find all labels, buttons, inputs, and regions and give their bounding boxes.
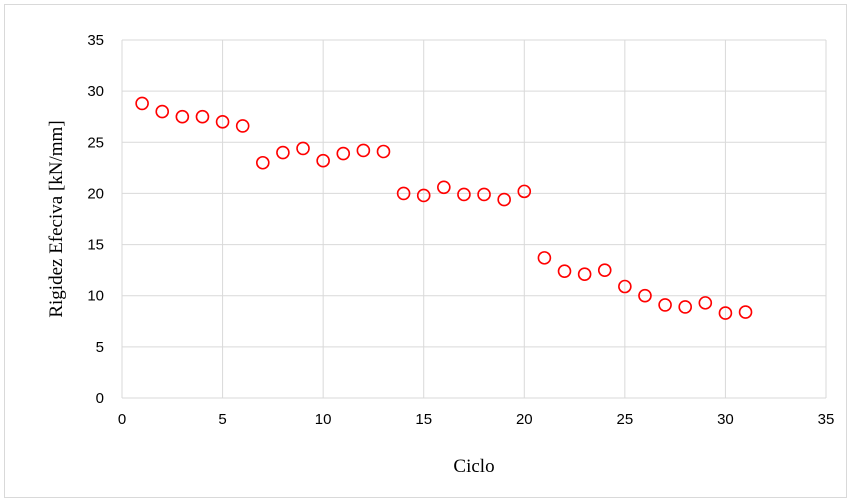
data-point (195, 109, 210, 124)
data-point (316, 153, 330, 168)
data-point (638, 288, 652, 303)
data-points (135, 96, 753, 320)
data-point (296, 141, 310, 156)
data-point (678, 300, 693, 314)
data-point (497, 192, 511, 207)
data-point (135, 96, 149, 111)
chart-frame (4, 4, 847, 498)
data-point (255, 155, 270, 170)
data-point (416, 188, 431, 203)
data-point (698, 296, 713, 310)
data-point (235, 119, 250, 133)
data-point (276, 145, 290, 160)
y-tick-label: 30 (87, 83, 104, 100)
y-tick-label: 25 (87, 134, 104, 151)
data-point (155, 104, 170, 119)
data-point (175, 109, 190, 124)
x-tick-label: 0 (118, 411, 126, 428)
data-point (356, 143, 371, 158)
data-point (557, 264, 572, 278)
y-tick-label: 10 (87, 288, 104, 305)
x-tick-label: 35 (818, 411, 835, 428)
data-point (376, 144, 391, 159)
x-tick-labels: 0 5 10 15 20 25 30 35 (118, 411, 835, 428)
data-point (437, 180, 451, 195)
grid-lines (121, 39, 827, 399)
y-tick-label: 35 (87, 32, 104, 49)
y-axis-title: Rigidez Efeciva [kN/mm] (46, 120, 67, 317)
x-tick-label: 5 (218, 411, 226, 428)
data-point (336, 146, 351, 161)
x-tick-label: 30 (717, 411, 734, 428)
data-point (215, 115, 230, 129)
x-tick-label: 15 (415, 411, 432, 428)
y-tick-label: 20 (87, 185, 104, 202)
x-tick-label: 20 (516, 411, 533, 428)
data-point (718, 306, 733, 320)
y-tick-label: 5 (96, 339, 104, 356)
data-point (738, 305, 753, 319)
data-point (577, 267, 592, 282)
x-tick-label: 10 (315, 411, 332, 428)
data-point (396, 186, 411, 201)
x-tick-label: 25 (617, 411, 634, 428)
data-point (618, 279, 632, 294)
y-tick-labels: 0 5 10 15 20 25 30 35 (87, 32, 104, 407)
y-tick-label: 0 (96, 390, 104, 407)
data-point (537, 251, 552, 265)
y-tick-label: 15 (87, 237, 104, 254)
data-point (457, 187, 471, 202)
data-point (517, 184, 532, 199)
data-point (477, 187, 491, 202)
data-point (658, 298, 672, 312)
x-axis-title: Ciclo (453, 456, 494, 477)
data-point (597, 263, 612, 277)
